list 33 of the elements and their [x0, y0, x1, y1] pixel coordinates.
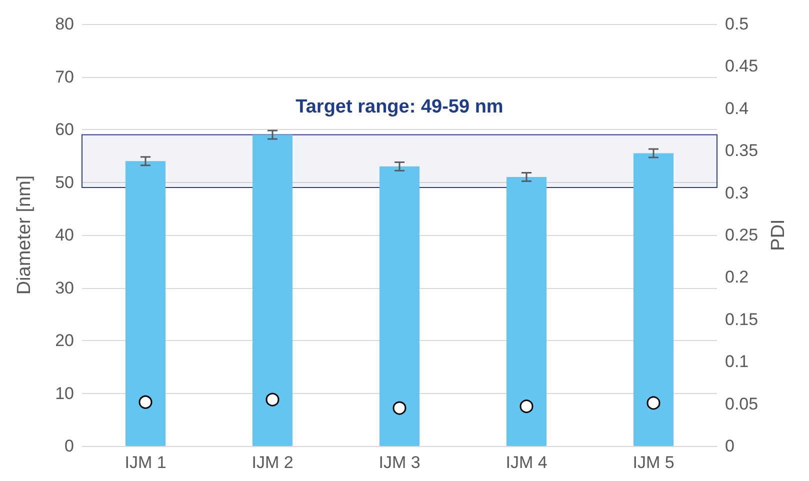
- y2-tick-label: 0.05: [725, 394, 758, 414]
- bar: [634, 153, 674, 446]
- y2-tick-label: 0: [725, 436, 734, 456]
- y-axis-title: Diameter [nm]: [14, 175, 35, 295]
- y-tick-label: 70: [55, 67, 74, 86]
- y2-tick-label: 0.4: [725, 98, 749, 118]
- y2-axis-title: PDI: [768, 219, 789, 251]
- y2-tick-label: 0.25: [725, 226, 758, 244]
- band-label: Target range: 49-59 nm: [296, 96, 504, 118]
- y2-tick-label: 0.1: [725, 352, 749, 372]
- y2-tick-label: 0.2: [725, 268, 749, 287]
- y2-tick-label: 0.45: [725, 56, 758, 76]
- bar: [380, 166, 420, 446]
- y-tick-label: 30: [55, 278, 74, 298]
- x-tick-label: IJM 2: [252, 453, 294, 472]
- x-tick-label: IJM 1: [124, 453, 166, 472]
- x-tick-label: IJM 3: [378, 453, 420, 472]
- x-tick-label: IJM 5: [632, 453, 674, 472]
- y2-tick-label: 0.5: [725, 14, 749, 34]
- y2-tick-label: 0.15: [725, 310, 758, 329]
- y2-tick-label: 0.3: [725, 183, 749, 202]
- y-tick-label: 50: [55, 172, 74, 192]
- bar: [126, 161, 166, 446]
- x-tick-label: IJM 4: [506, 453, 548, 472]
- y-tick-label: 80: [55, 14, 74, 34]
- y-tick-label: 40: [55, 226, 74, 244]
- y-tick-label: 0: [64, 436, 74, 456]
- y-tick-label: 20: [55, 331, 74, 350]
- y-tick-label: 60: [55, 120, 74, 139]
- y-tick-label: 10: [55, 384, 74, 403]
- y2-tick-label: 0.35: [725, 141, 758, 160]
- bar: [506, 176, 546, 446]
- bar: [252, 134, 292, 446]
